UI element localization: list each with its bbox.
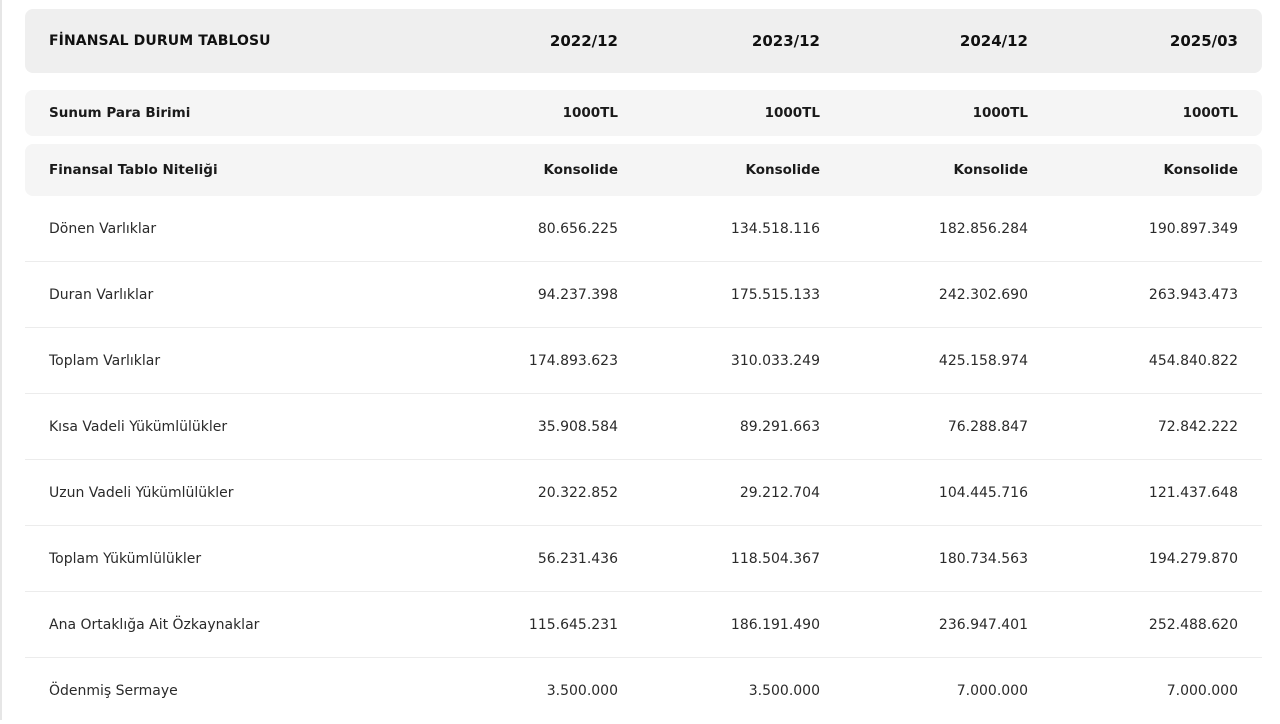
table-body: Dönen Varlıklar 80.656.225 134.518.116 1… <box>25 196 1262 724</box>
cell-value: 3.500.000 <box>748 683 820 699</box>
row-label: Ödenmiş Sermaye <box>49 683 178 699</box>
row-label: Finansal Tablo Niteliği <box>49 162 218 178</box>
cell-value: Konsolide <box>543 162 619 178</box>
row-label: Kısa Vadeli Yükümlülükler <box>49 418 228 435</box>
cell-value: 252.488.620 <box>1148 616 1238 633</box>
cell-value: Konsolide <box>1163 162 1239 178</box>
cell-value: 190.897.349 <box>1148 220 1238 237</box>
financial-statement-table: FİNANSAL DURUM TABLOSU 2022/12 2023/12 2… <box>25 9 1262 724</box>
table-row: Ana Ortaklığa Ait Özkaynaklar 115.645.23… <box>25 592 1262 658</box>
period-header: 2022/12 <box>549 32 618 50</box>
table-row: Toplam Yükümlülükler 56.231.436 118.504.… <box>25 526 1262 592</box>
period-header: 2024/12 <box>959 32 1028 50</box>
row-label: Dönen Varlıklar <box>49 220 157 237</box>
cell-value: 242.302.690 <box>938 286 1028 303</box>
cell-value: 1000TL <box>764 105 820 121</box>
table-title: FİNANSAL DURUM TABLOSU <box>49 33 271 49</box>
cell-value: 29.212.704 <box>739 484 820 501</box>
cell-value: 104.445.716 <box>938 484 1028 501</box>
cell-value: 175.515.133 <box>730 286 820 303</box>
cell-value: 1000TL <box>562 105 618 121</box>
table-row: Kısa Vadeli Yükümlülükler 35.908.584 89.… <box>25 394 1262 460</box>
cell-value: 20.322.852 <box>537 484 618 501</box>
cell-value: 7.000.000 <box>1166 683 1238 699</box>
cell-value: 115.645.231 <box>528 616 618 633</box>
cell-value: 80.656.225 <box>537 220 618 237</box>
cell-value: 1000TL <box>972 105 1028 121</box>
table-header: FİNANSAL DURUM TABLOSU 2022/12 2023/12 2… <box>25 9 1262 73</box>
cell-value: 310.033.249 <box>730 352 820 369</box>
cell-value: 89.291.663 <box>739 418 820 435</box>
period-header: 2025/03 <box>1169 32 1238 50</box>
table-row: Duran Varlıklar 94.237.398 175.515.133 2… <box>25 262 1262 328</box>
cell-value: 180.734.563 <box>938 550 1028 567</box>
cell-value: 174.893.623 <box>528 352 618 369</box>
cell-value: 56.231.436 <box>537 550 618 567</box>
table-row: Toplam Varlıklar 174.893.623 310.033.249… <box>25 328 1262 394</box>
cell-value: 134.518.116 <box>730 220 820 237</box>
cell-value: 186.191.490 <box>730 616 820 633</box>
cell-value: 7.000.000 <box>956 683 1028 699</box>
cell-value: 72.842.222 <box>1157 418 1238 435</box>
cell-value: 118.504.367 <box>730 550 820 567</box>
row-label: Sunum Para Birimi <box>49 105 191 121</box>
cell-value: 121.437.648 <box>1148 484 1238 501</box>
cell-value: 94.237.398 <box>537 286 618 303</box>
currency-row: Sunum Para Birimi 1000TL 1000TL 1000TL 1… <box>25 90 1262 136</box>
cell-value: 3.500.000 <box>546 683 618 699</box>
cell-value: 236.947.401 <box>938 616 1028 633</box>
cell-value: 35.908.584 <box>537 418 618 435</box>
cell-value: Konsolide <box>745 162 821 178</box>
cell-value: 182.856.284 <box>938 220 1028 237</box>
row-label: Toplam Yükümlülükler <box>49 550 202 567</box>
cell-value: 454.840.822 <box>1148 352 1238 369</box>
cell-value: Konsolide <box>953 162 1029 178</box>
row-label: Uzun Vadeli Yükümlülükler <box>49 484 234 501</box>
cell-value: 263.943.473 <box>1148 286 1238 303</box>
row-label: Ana Ortaklığa Ait Özkaynaklar <box>49 616 260 633</box>
row-label: Toplam Varlıklar <box>49 352 161 369</box>
period-header: 2023/12 <box>751 32 820 50</box>
table-row: Ödenmiş Sermaye 3.500.000 3.500.000 7.00… <box>25 658 1262 724</box>
statement-type-row: Finansal Tablo Niteliği Konsolide Konsol… <box>25 144 1262 196</box>
cell-value: 194.279.870 <box>1148 550 1238 567</box>
page-left-border <box>0 0 2 720</box>
cell-value: 1000TL <box>1182 105 1238 121</box>
cell-value: 76.288.847 <box>947 418 1028 435</box>
cell-value: 425.158.974 <box>938 352 1028 369</box>
row-label: Duran Varlıklar <box>49 286 154 303</box>
table-row: Dönen Varlıklar 80.656.225 134.518.116 1… <box>25 196 1262 262</box>
table-row: Uzun Vadeli Yükümlülükler 20.322.852 29.… <box>25 460 1262 526</box>
